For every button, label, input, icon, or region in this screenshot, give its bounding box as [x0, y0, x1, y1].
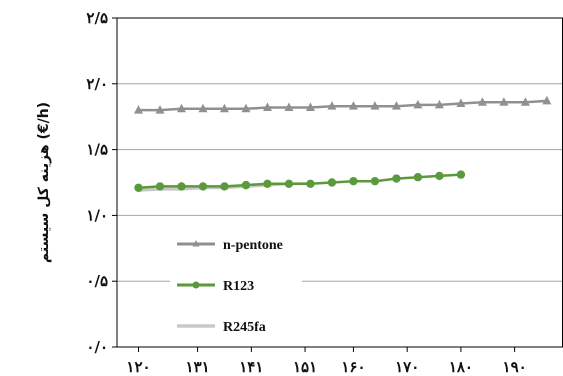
data-point: [434, 99, 444, 109]
y-tick-label: ۲/۰: [86, 75, 108, 93]
data-point: [220, 182, 229, 191]
data-point: [499, 97, 509, 106]
data-point: [456, 98, 466, 108]
series-layer: [133, 95, 552, 192]
legend-marker: [192, 240, 200, 247]
data-point: [306, 179, 315, 189]
y-tick-label: ۰/۰: [86, 338, 108, 356]
legend-entry: R245fa: [170, 314, 302, 338]
x-tick-label: ۱۲۰: [126, 358, 150, 376]
y-tick-label: ۲/۵: [86, 9, 108, 27]
gridlines: [117, 83, 563, 282]
x-tick-label: ۱۶۰: [341, 358, 365, 376]
legend-entry: n-pentone: [170, 232, 302, 256]
series-n-pentone: [133, 95, 552, 114]
legend-marker: [192, 281, 200, 289]
data-point: [327, 101, 337, 110]
data-point: [198, 103, 208, 113]
legend-label: n-pentone: [223, 238, 283, 253]
data-point: [219, 103, 229, 113]
x-tick-label: ۱۹۰: [503, 358, 527, 376]
data-point: [348, 101, 358, 110]
legend-label: R245fa: [223, 320, 266, 335]
data-point: [435, 171, 444, 181]
data-point: [198, 182, 208, 191]
data-point: [413, 173, 423, 182]
x-tick-label: ۱۷۰: [395, 358, 419, 376]
x-tick-label: ۱۵۱: [293, 358, 317, 376]
data-point: [284, 102, 294, 111]
data-point: [263, 179, 272, 189]
data-point: [133, 105, 143, 114]
data-point: [177, 182, 186, 191]
data-point: [349, 176, 358, 186]
axis-ticks: ۰/۰ ۰/۵ ۱/۰ ۱/۵ ۲/۰ ۲/۵ ۱۲۰ ۱۳۱ ۱۴۱ ۱۵۱ ۱۶۰ ۱۷۰ ۱۸۰ ۱…: [86, 9, 526, 376]
data-point: [413, 99, 423, 109]
legend-label: R123: [223, 279, 254, 294]
data-point: [391, 101, 401, 110]
data-point: [284, 179, 294, 189]
data-point: [305, 102, 315, 111]
data-point: [392, 174, 401, 183]
data-point: [155, 105, 165, 114]
series-line: [138, 99, 547, 112]
data-point: [520, 97, 530, 106]
data-point: [241, 103, 251, 113]
legend-entry: R123: [170, 273, 302, 297]
data-point: [370, 176, 380, 186]
data-point: [327, 178, 337, 187]
y-tick-label: ۱/۰: [86, 206, 108, 224]
data-point: [176, 103, 186, 113]
data-point: [370, 101, 380, 110]
data-point: [456, 170, 466, 179]
y-tick-label: ۰/۵: [86, 272, 108, 290]
y-tick-label: ۱/۵: [86, 141, 108, 159]
x-tick-label: ۱۳۱: [186, 358, 210, 376]
data-point: [241, 180, 251, 190]
y-axis-label: هزینه کل سیستم (€/h): [36, 102, 52, 263]
data-point: [262, 102, 272, 111]
data-point: [477, 97, 487, 106]
x-tick-label: ۱۴۱: [239, 358, 263, 376]
series-line: [138, 173, 461, 190]
data-point: [542, 95, 552, 105]
data-point: [155, 182, 165, 191]
data-point: [134, 183, 143, 192]
legend: n-pentone R123 R245fa: [170, 232, 302, 338]
series-r123: [134, 170, 466, 192]
x-tick-label: ۱۸۰: [449, 358, 473, 376]
